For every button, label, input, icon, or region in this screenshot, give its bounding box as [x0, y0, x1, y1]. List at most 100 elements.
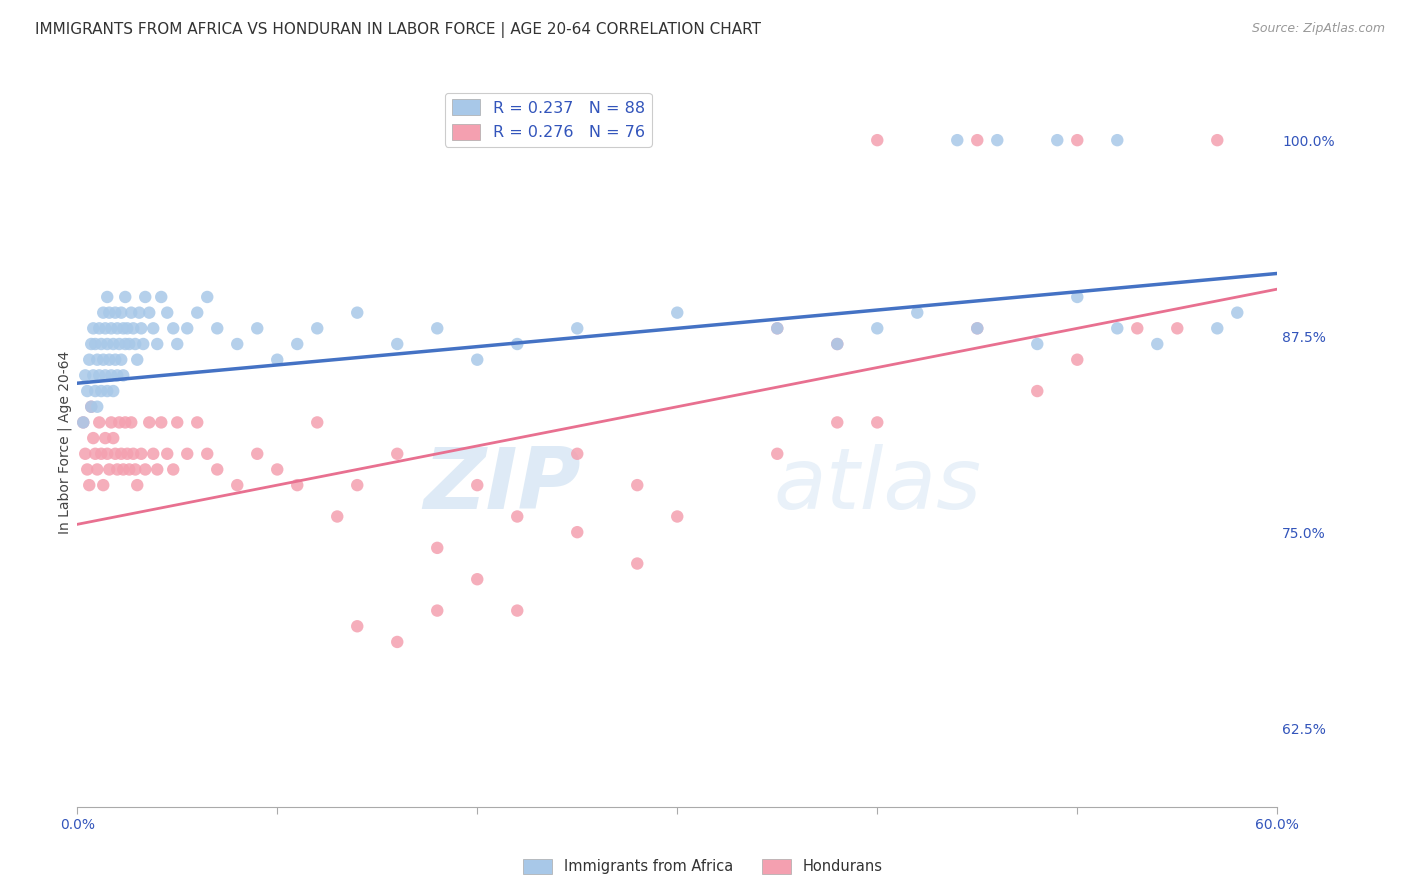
Point [100, 321, 122, 335]
Point [76, 462, 98, 476]
Point [134, 290, 156, 304]
Point [156, 306, 179, 320]
Point [307, 416, 329, 430]
Point [1206, 321, 1229, 335]
Point [91, 352, 114, 367]
Point [103, 431, 125, 445]
Point [465, 572, 488, 586]
Point [346, 619, 368, 633]
Point [195, 290, 218, 304]
Point [1026, 384, 1049, 398]
Point [825, 337, 848, 351]
Point [285, 478, 308, 492]
Point [122, 447, 145, 461]
Point [129, 447, 152, 461]
Point [156, 447, 179, 461]
Text: ZIP: ZIP [423, 444, 581, 527]
Point [506, 337, 529, 351]
Point [162, 462, 184, 476]
Point [246, 447, 269, 461]
Point [138, 416, 160, 430]
Point [75, 447, 97, 461]
Point [626, 557, 648, 571]
Point [426, 541, 449, 555]
Point [866, 321, 889, 335]
Point [110, 306, 132, 320]
Point [1206, 133, 1229, 147]
Point [98, 352, 121, 367]
Y-axis label: In Labor Force | Age 20-64: In Labor Force | Age 20-64 [58, 351, 72, 533]
Point [195, 447, 218, 461]
Point [72, 416, 94, 430]
Point [150, 290, 173, 304]
Point [98, 306, 121, 320]
Point [905, 306, 928, 320]
Point [114, 337, 136, 351]
Text: IMMIGRANTS FROM AFRICA VS HONDURAN IN LABOR FORCE | AGE 20-64 CORRELATION CHART: IMMIGRANTS FROM AFRICA VS HONDURAN IN LA… [35, 22, 761, 38]
Point [346, 306, 368, 320]
Point [110, 447, 132, 461]
Point [86, 462, 108, 476]
Point [387, 337, 409, 351]
Point [100, 368, 122, 383]
Point [146, 337, 169, 351]
Point [84, 384, 107, 398]
Point [285, 337, 308, 351]
Point [1066, 133, 1088, 147]
Point [86, 352, 108, 367]
Point [96, 384, 118, 398]
Point [207, 462, 229, 476]
Point [104, 352, 127, 367]
Point [966, 321, 988, 335]
Point [142, 321, 165, 335]
Point [1226, 306, 1249, 320]
Point [666, 509, 689, 524]
Point [326, 509, 349, 524]
Point [80, 337, 103, 351]
Point [103, 384, 125, 398]
Text: atlas: atlas [773, 444, 981, 527]
Point [387, 635, 409, 649]
Legend: Immigrants from Africa, Hondurans: Immigrants from Africa, Hondurans [517, 853, 889, 880]
Point [114, 290, 136, 304]
Legend: R = 0.237   N = 88, R = 0.276   N = 76: R = 0.237 N = 88, R = 0.276 N = 76 [446, 93, 651, 146]
Point [567, 525, 589, 540]
Point [162, 321, 184, 335]
Point [112, 462, 135, 476]
Point [567, 447, 589, 461]
Point [118, 337, 141, 351]
Point [766, 321, 789, 335]
Point [186, 416, 208, 430]
Point [1026, 337, 1049, 351]
Point [90, 447, 112, 461]
Point [127, 478, 149, 492]
Point [129, 321, 152, 335]
Point [82, 321, 104, 335]
Point [91, 306, 114, 320]
Point [89, 368, 111, 383]
Point [128, 306, 150, 320]
Point [90, 384, 112, 398]
Point [115, 447, 138, 461]
Point [246, 321, 269, 335]
Point [1107, 133, 1129, 147]
Point [766, 447, 789, 461]
Point [1166, 321, 1188, 335]
Point [112, 321, 135, 335]
Point [138, 306, 160, 320]
Point [766, 321, 789, 335]
Point [108, 416, 131, 430]
Point [118, 462, 141, 476]
Point [1066, 352, 1088, 367]
Point [75, 368, 97, 383]
Point [77, 478, 100, 492]
Point [946, 133, 969, 147]
Point [226, 337, 249, 351]
Point [89, 416, 111, 430]
Point [986, 133, 1008, 147]
Point [120, 306, 142, 320]
Point [96, 290, 118, 304]
Point [82, 368, 104, 383]
Point [115, 321, 138, 335]
Point [666, 306, 689, 320]
